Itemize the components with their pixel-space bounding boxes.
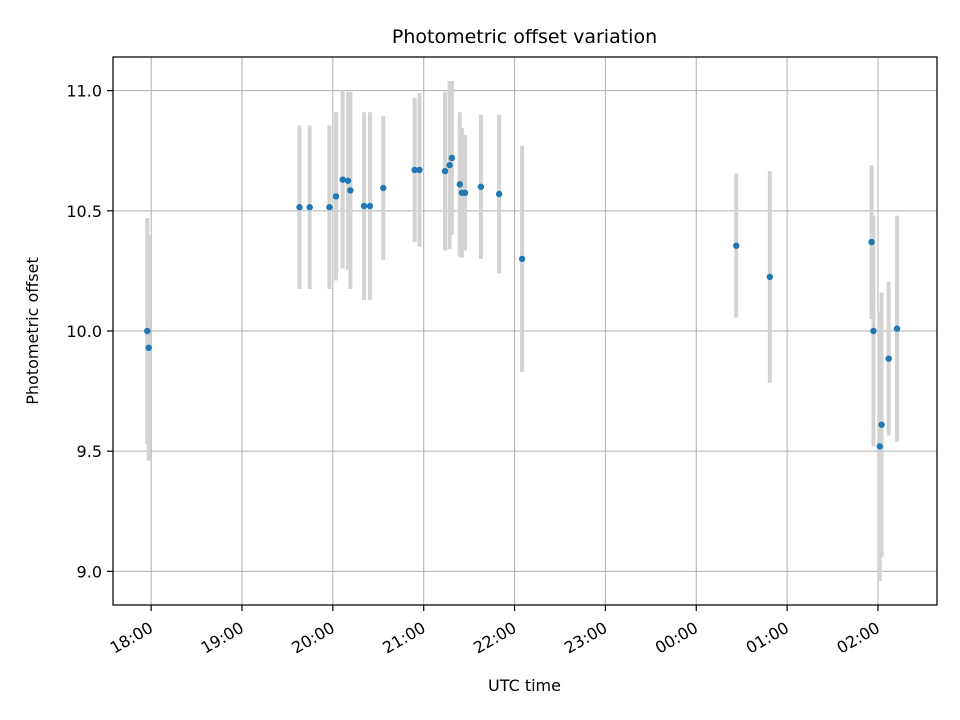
- data-point: [296, 204, 303, 211]
- data-point: [360, 202, 368, 210]
- data-point: [416, 166, 423, 174]
- x-axis-label: UTC time: [488, 676, 561, 695]
- data-point: [332, 193, 340, 200]
- grid: [113, 57, 937, 605]
- data-point: [870, 327, 877, 335]
- data-point: [380, 184, 387, 192]
- data-point: [461, 189, 469, 196]
- y-tick-label: 10.0: [66, 322, 102, 341]
- y-tick-label: 11.0: [66, 82, 102, 101]
- data-point: [448, 154, 456, 162]
- data-point: [885, 355, 892, 362]
- data-point: [326, 204, 333, 211]
- data-point: [446, 161, 453, 169]
- data-point: [347, 187, 354, 194]
- data-point: [868, 238, 875, 246]
- data-point: [477, 183, 485, 190]
- y-axis-label: Photometric offset: [23, 257, 42, 405]
- data-point: [145, 344, 152, 352]
- data-point: [144, 327, 151, 335]
- data-point: [876, 443, 883, 450]
- data-point: [733, 242, 740, 249]
- data-point: [306, 204, 313, 211]
- chart-title: Photometric offset variation: [392, 26, 657, 48]
- data-point: [518, 255, 526, 263]
- data-point: [339, 176, 346, 183]
- y-tick-label: 9.5: [77, 442, 102, 461]
- data-point: [495, 190, 503, 198]
- data-point: [878, 421, 885, 428]
- data-point: [411, 166, 418, 174]
- y-axis-ticks: 9.0 9.5 10.0 10.5 11.0: [66, 82, 113, 581]
- data-point: [366, 202, 374, 210]
- data-point: [893, 325, 901, 332]
- data-point: [456, 181, 463, 188]
- data-markers: [144, 154, 901, 450]
- y-tick-label: 10.5: [66, 202, 102, 221]
- data-point: [344, 177, 352, 184]
- y-tick-label: 9.0: [77, 562, 102, 581]
- data-point: [766, 273, 774, 281]
- data-point: [441, 167, 449, 175]
